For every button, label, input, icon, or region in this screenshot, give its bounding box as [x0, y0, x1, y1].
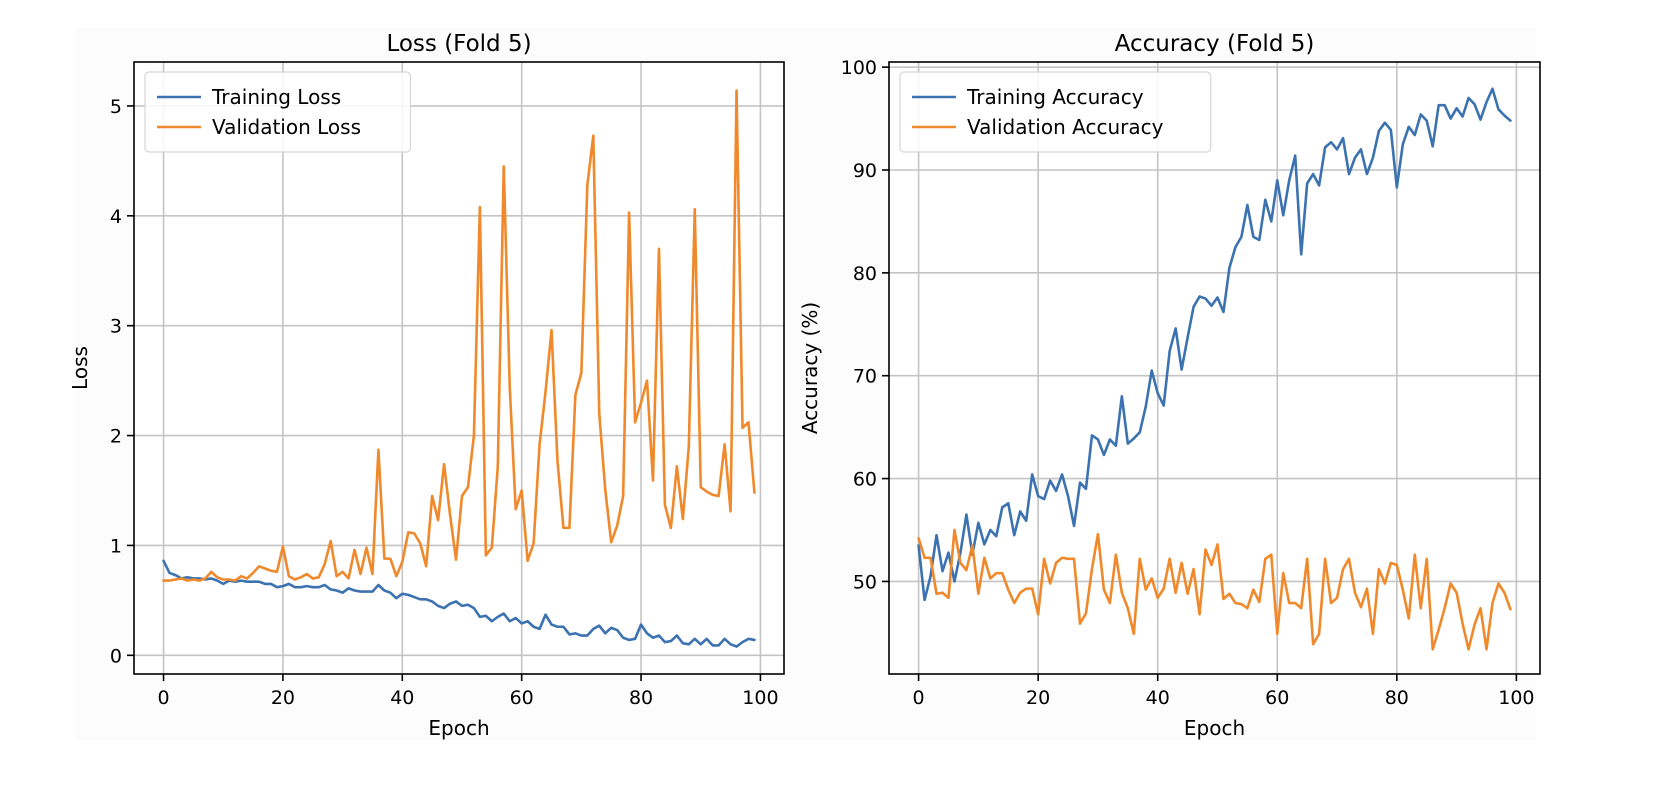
- accuracy-y-tick-label: 80: [853, 263, 877, 285]
- loss-y-tick-label: 1: [110, 535, 122, 557]
- loss-chart-title: Loss (Fold 5): [386, 31, 531, 57]
- accuracy-axes-frame: [888, 61, 1541, 675]
- accuracy-legend-frame: [899, 71, 1212, 153]
- accuracy-series-line-training: [917, 87, 1512, 602]
- accuracy-x-tick-label: 100: [1498, 687, 1534, 709]
- loss-y-tick-label: 3: [110, 316, 122, 338]
- accuracy-y-tick-label: 50: [853, 571, 877, 593]
- accuracy-legend-label-training: Training Accuracy: [966, 85, 1144, 109]
- loss-legend: Training Loss Validation Loss: [144, 71, 412, 153]
- loss-series-line-training: [162, 559, 756, 648]
- loss-panel: 0 20 40 60 80 100 0 1 2 3 4 5 Loss (Fold 5) Epoch Loss…: [68, 31, 785, 740]
- accuracy-x-tick-label: 40: [1146, 687, 1170, 709]
- accuracy-x-tick-label: 80: [1385, 687, 1409, 709]
- loss-y-tick-label: 4: [110, 206, 122, 228]
- accuracy-y-tick-label: 100: [841, 57, 877, 79]
- accuracy-y-tick-label: 60: [853, 469, 877, 491]
- accuracy-legend: Training Accuracy Validation Accuracy: [899, 71, 1212, 153]
- accuracy-panel: 0 20 40 60 80 100 50 60 70 80 90 100 Accuracy (Fold …: [798, 31, 1541, 740]
- accuracy-x-tick-label: 20: [1026, 687, 1050, 709]
- loss-y-tick-label: 2: [110, 426, 122, 448]
- loss-series-line-validation: [162, 89, 756, 582]
- loss-y-axis-label: Loss: [68, 346, 92, 390]
- loss-x-tick-label: 100: [742, 687, 778, 709]
- loss-y-tick-label: 0: [110, 645, 122, 667]
- accuracy-x-tick-label: 60: [1265, 687, 1289, 709]
- accuracy-x-axis-label: Epoch: [1184, 716, 1245, 740]
- loss-legend-label-validation: Validation Loss: [212, 115, 361, 139]
- accuracy-y-tick-label: 90: [853, 160, 877, 182]
- loss-x-tick-label: 60: [510, 687, 534, 709]
- accuracy-y-axis-label: Accuracy (%): [798, 302, 822, 434]
- loss-plot-area: [134, 62, 784, 674]
- loss-axes-frame: [133, 61, 785, 675]
- loss-x-axis-label: Epoch: [428, 716, 489, 740]
- loss-y-tick-label: 5: [110, 96, 122, 118]
- loss-x-tick-label: 20: [271, 687, 295, 709]
- loss-x-tick-label: 80: [629, 687, 653, 709]
- loss-x-tick-label: 40: [390, 687, 414, 709]
- loss-legend-label-training: Training Loss: [211, 85, 341, 109]
- loss-x-tick-label: 0: [157, 687, 169, 709]
- accuracy-chart-title: Accuracy (Fold 5): [1115, 31, 1315, 57]
- accuracy-y-tick-label: 70: [853, 366, 877, 388]
- accuracy-x-tick-label: 0: [913, 687, 925, 709]
- loss-legend-frame: [144, 71, 412, 153]
- accuracy-legend-label-validation: Validation Accuracy: [967, 115, 1164, 139]
- accuracy-series-line-validation: [917, 528, 1512, 651]
